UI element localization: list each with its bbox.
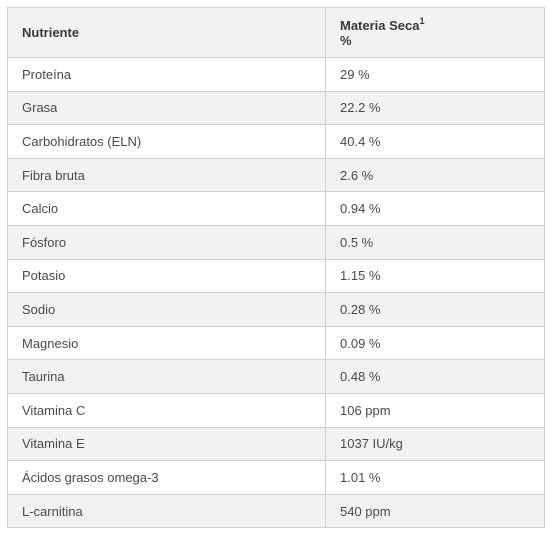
table-row: Magnesio 0.09 % (7, 325, 545, 361)
header-nutrient: Nutriente (7, 7, 326, 58)
nutrient-value-cell: 22.2 % (325, 90, 545, 126)
nutrient-value-cell: 0.94 % (325, 191, 545, 226)
nutrient-name-cell: Taurina (7, 359, 326, 394)
table-row: L-carnitina 540 ppm (7, 493, 545, 529)
nutrient-name-cell: Fósforo (7, 224, 326, 260)
table-row: Proteína 29 % (7, 57, 545, 92)
header-unit: % (340, 32, 352, 48)
nutrient-name-cell: Fibra bruta (7, 157, 326, 193)
nutrient-name-cell: Proteína (7, 57, 326, 92)
table-row: Vitamina E 1037 IU/kg (7, 426, 545, 462)
table-row: Sodio 0.28 % (7, 292, 545, 327)
nutrient-table-container: Nutriente Materia Seca1 % Proteína 29 % Gr… (7, 7, 545, 529)
table-body: Proteína 29 % Grasa 22.2 % Carbohidratos (EL… (7, 57, 545, 529)
header-row: Nutriente Materia Seca1 % (7, 7, 545, 58)
nutrient-name-cell: Carbohidratos (ELN) (7, 124, 326, 159)
nutrient-name-cell: Magnesio (7, 325, 326, 361)
header-dry-matter: Materia Seca1 % (325, 7, 545, 58)
header-dry-matter-label: Materia Seca (340, 17, 420, 33)
nutrient-value-cell: 2.6 % (325, 157, 545, 193)
nutrient-name-cell: L-carnitina (7, 493, 326, 529)
nutrient-value-cell: 0.09 % (325, 325, 545, 361)
nutrient-value-cell: 1.01 % (325, 460, 545, 495)
nutrient-value-cell: 1037 IU/kg (325, 426, 545, 462)
nutrient-value-cell: 0.5 % (325, 224, 545, 260)
table-row: Grasa 22.2 % (7, 90, 545, 126)
table-row: Calcio 0.94 % (7, 191, 545, 226)
nutrient-name-cell: Ácidos grasos omega-3 (7, 460, 326, 495)
table-row: Vitamina C 106 ppm (7, 392, 545, 428)
nutrient-value-cell: 40.4 % (325, 124, 545, 159)
table-row: Ácidos grasos omega-3 1.01 % (7, 460, 545, 495)
nutrient-value-cell: 1.15 % (325, 258, 545, 294)
nutrient-value-cell: 540 ppm (325, 493, 545, 529)
table-row: Fósforo 0.5 % (7, 224, 545, 260)
table-header: Nutriente Materia Seca1 % (7, 7, 545, 58)
nutrient-name-cell: Vitamina C (7, 392, 326, 428)
nutrient-name-cell: Vitamina E (7, 426, 326, 462)
nutrient-name-cell: Calcio (7, 191, 326, 226)
nutrient-value-cell: 0.28 % (325, 292, 545, 327)
table-row: Taurina 0.48 % (7, 359, 545, 394)
table-row: Carbohidratos (ELN) 40.4 % (7, 124, 545, 159)
nutrient-name-cell: Grasa (7, 90, 326, 126)
table-row: Fibra bruta 2.6 % (7, 157, 545, 193)
footnote-marker: 1 (419, 15, 425, 26)
nutrient-table: Nutriente Materia Seca1 % Proteína 29 % Gr… (7, 7, 545, 529)
nutrient-name-cell: Sodio (7, 292, 326, 327)
table-row: Potasio 1.15 % (7, 258, 545, 294)
nutrient-name-cell: Potasio (7, 258, 326, 294)
nutrient-value-cell: 0.48 % (325, 359, 545, 394)
nutrient-value-cell: 106 ppm (325, 392, 545, 428)
nutrient-value-cell: 29 % (325, 57, 545, 92)
